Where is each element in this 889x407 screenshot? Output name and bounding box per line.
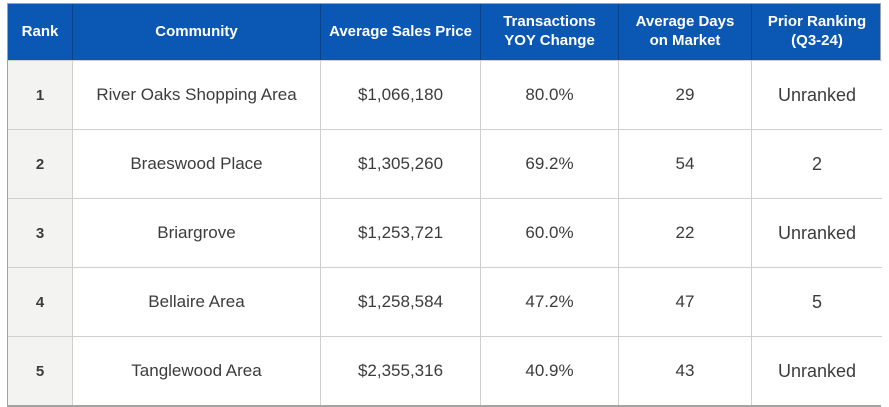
avg-sales-price-cell: $1,253,721 xyxy=(321,198,481,267)
column-header-prior-ranking: Prior Ranking (Q3-24) xyxy=(767,13,867,49)
avg-sales-price-cell: $1,305,260 xyxy=(321,129,481,198)
table-row: 5 Tanglewood Area $2,355,316 40.9% 43 Un… xyxy=(8,336,882,405)
column-header-avg-sales-price: Average Sales Price xyxy=(321,4,481,60)
community-cell: Tanglewood Area xyxy=(73,336,321,405)
avg-days-on-market-cell: 29 xyxy=(619,60,752,129)
prior-ranking-cell: Unranked xyxy=(752,336,882,405)
avg-days-on-market-cell: 22 xyxy=(619,198,752,267)
prior-ranking-cell: Unranked xyxy=(752,198,882,267)
column-header-transactions-yoy-change: Transactions YOY Change xyxy=(481,4,619,60)
rank-cell: 3 xyxy=(8,198,73,267)
prior-ranking-cell: Unranked xyxy=(752,60,882,129)
table-row: 2 Braeswood Place $1,305,260 69.2% 54 2 xyxy=(8,129,882,198)
table-row: 4 Bellaire Area $1,258,584 47.2% 47 5 xyxy=(8,267,882,336)
rank-cell: 1 xyxy=(8,60,73,129)
avg-days-on-market-cell: 54 xyxy=(619,129,752,198)
transactions-yoy-change-cell: 47.2% xyxy=(481,267,619,336)
table-row: 3 Briargrove $1,253,721 60.0% 22 Unranke… xyxy=(8,198,882,267)
avg-days-on-market-cell: 47 xyxy=(619,267,752,336)
community-cell: Briargrove xyxy=(73,198,321,267)
community-cell: River Oaks Shopping Area xyxy=(73,60,321,129)
prior-ranking-cell: 5 xyxy=(752,267,882,336)
transactions-yoy-change-cell: 40.9% xyxy=(481,336,619,405)
avg-days-on-market-cell: 43 xyxy=(619,336,752,405)
transactions-yoy-change-cell: 80.0% xyxy=(481,60,619,129)
avg-sales-price-cell: $1,258,584 xyxy=(321,267,481,336)
avg-sales-price-cell: $2,355,316 xyxy=(321,336,481,405)
transactions-yoy-change-cell: 69.2% xyxy=(481,129,619,198)
community-cell: Bellaire Area xyxy=(73,267,321,336)
community-rankings-table: Rank Community Average Sales Price Trans… xyxy=(7,3,882,407)
prior-ranking-cell: 2 xyxy=(752,129,882,198)
table-header-row: Rank Community Average Sales Price Trans… xyxy=(8,4,880,60)
rank-cell: 4 xyxy=(8,267,73,336)
avg-sales-price-cell: $1,066,180 xyxy=(321,60,481,129)
column-header-rank: Rank xyxy=(8,4,73,60)
community-cell: Braeswood Place xyxy=(73,129,321,198)
rank-cell: 5 xyxy=(8,336,73,405)
column-header-avg-days-on-market: Average Days on Market xyxy=(619,4,752,60)
column-header-community: Community xyxy=(73,4,321,60)
table-row: 1 River Oaks Shopping Area $1,066,180 80… xyxy=(8,60,882,129)
transactions-yoy-change-cell: 60.0% xyxy=(481,198,619,267)
rank-cell: 2 xyxy=(8,129,73,198)
